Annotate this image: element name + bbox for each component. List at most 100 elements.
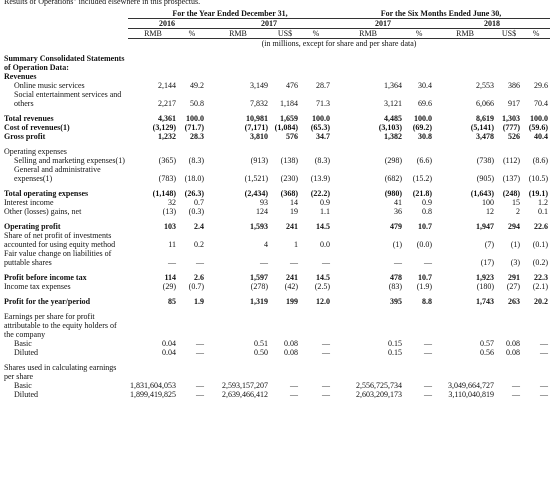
blank — [0, 29, 128, 39]
cell-value: 4,485 — [384, 114, 403, 123]
cell-value: — — [512, 390, 521, 399]
table-body: For the Year Ended December 31, For the S… — [0, 9, 550, 399]
cell-value: (5,141) — [470, 123, 495, 132]
row-label: Total revenues — [4, 114, 54, 123]
blank — [0, 9, 128, 19]
cell-value: (3,103) — [378, 123, 403, 132]
cell-value: 14.5 — [316, 222, 331, 231]
year-header: 2016 — [128, 18, 206, 29]
cell-value: 93 — [260, 198, 268, 207]
unit-header: RMB — [128, 28, 178, 39]
cell-value: 0.9 — [422, 198, 433, 207]
cell-value: — — [424, 381, 433, 390]
cell-value: (1) — [510, 240, 521, 249]
year-header: 2017 — [206, 18, 333, 29]
row-label: Diluted — [14, 348, 38, 357]
table-row: Diluted 1,899,419,825 — 2,639,466,412 — — 2,60… — [0, 390, 550, 399]
cell-value: 40.4 — [534, 132, 549, 141]
cell-value: 7,832 — [250, 99, 268, 108]
cell-value: (112) — [503, 156, 521, 165]
cell-value: 34.7 — [316, 132, 331, 141]
cell-value: 0.1 — [538, 207, 549, 216]
cell-value: 10.7 — [418, 273, 433, 282]
cell-value: 1.1 — [320, 207, 331, 216]
cell-value: 85 — [168, 297, 176, 306]
cell-value: 2,639,466,412 — [222, 390, 268, 399]
table-row: Profit for the year/period 85 1.9 1,319 199 1… — [0, 291, 550, 306]
cell-value: 8,619 — [476, 114, 495, 123]
cell-value: (180) — [476, 282, 495, 291]
cell-value: (0.3) — [188, 207, 204, 216]
cell-value: 14 — [290, 198, 298, 207]
table-row: Social entertainment services and others… — [0, 90, 550, 108]
cell-value: (980) — [384, 189, 403, 198]
cell-value: 0.08 — [284, 348, 298, 357]
cell-value: 1,232 — [158, 132, 176, 141]
cell-value: 2,603,209,173 — [356, 390, 403, 399]
cell-value: 0.04 — [162, 348, 176, 357]
cell-value: (368) — [280, 189, 298, 198]
row-label: Diluted — [14, 390, 38, 399]
table-row: 2016 2017 2017 2018 — [0, 18, 550, 29]
cell-value: (8.3) — [188, 156, 204, 165]
cell-value: (8.6) — [532, 156, 549, 165]
cell-value: — — [290, 258, 298, 267]
cell-value: (29) — [162, 282, 176, 291]
table-row: Total operating expenses (1,148) (26.3) (2,… — [0, 183, 550, 198]
row-label: Fair value change on liabilities of putt… — [4, 249, 112, 267]
cell-value: 2.4 — [194, 222, 204, 231]
cell-value: — — [260, 258, 268, 267]
cell-value: — — [290, 381, 298, 390]
table-row: General and administrative expenses(1) (7… — [0, 165, 550, 183]
unit-note: (in millions, except for share and per s… — [261, 39, 417, 48]
cell-value: — — [424, 390, 433, 399]
cell-value: 0.9 — [320, 198, 331, 207]
cell-value: (7,171) — [244, 123, 268, 132]
cell-value: 20.2 — [534, 297, 549, 306]
cell-value: 100.0 — [530, 114, 549, 123]
cell-value: (682) — [384, 174, 403, 183]
cell-value: (69.2) — [412, 123, 433, 132]
cell-value: (8.3) — [314, 156, 331, 165]
cell-value: 12.0 — [316, 297, 331, 306]
cell-value: (1,148) — [152, 189, 176, 198]
cell-value: (2,434) — [244, 189, 268, 198]
year-header: 2018 — [434, 18, 550, 29]
cell-value: 3,478 — [476, 132, 495, 141]
cell-value: 526 — [508, 132, 521, 141]
cell-value: — — [168, 258, 176, 267]
cell-value: 49.2 — [190, 81, 204, 90]
cell-value: (278) — [250, 282, 268, 291]
row-label: Income tax expenses — [4, 282, 71, 291]
row-label: Shares used in calculating earnings per … — [4, 363, 117, 381]
cell-value: (13) — [162, 207, 176, 216]
unit-header: % — [404, 28, 435, 39]
cell-value: 0.0 — [320, 240, 331, 249]
row-label: Selling and marketing expenses(1) — [14, 156, 125, 165]
cell-value: (59.6) — [528, 123, 549, 132]
cell-value: 263 — [508, 297, 521, 306]
cell-value: 0.08 — [506, 339, 521, 348]
cell-value: (783) — [158, 174, 176, 183]
unit-header: % — [300, 28, 333, 39]
cell-value: 1.2 — [538, 198, 549, 207]
cell-value: 0.8 — [422, 207, 433, 216]
cell-value: 0.2 — [194, 240, 204, 249]
cell-value: 917 — [508, 99, 521, 108]
cell-value: 4,361 — [158, 114, 176, 123]
cell-value: 1,303 — [502, 114, 521, 123]
cell-value: 1,597 — [250, 273, 268, 282]
cell-value: 14.5 — [316, 273, 331, 282]
cell-value: 100.0 — [414, 114, 433, 123]
blank — [128, 357, 550, 381]
cell-value: — — [540, 339, 549, 348]
cell-value: 71.3 — [316, 99, 331, 108]
cell-value: (22.2) — [310, 189, 331, 198]
cell-value: (2.5) — [314, 282, 331, 291]
cell-value: (365) — [158, 156, 176, 165]
cell-value: — — [322, 339, 331, 348]
row-label: Interest income — [4, 198, 54, 207]
cell-value: 103 — [164, 222, 176, 231]
row-label: Earnings per share for profit attributab… — [4, 312, 117, 339]
